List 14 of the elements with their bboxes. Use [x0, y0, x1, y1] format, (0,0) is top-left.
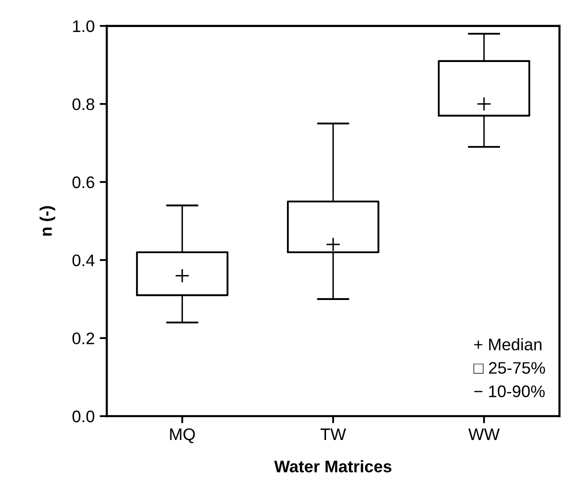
- x-tick-label: MQ: [170, 428, 195, 444]
- x-axis-title: Water Matrices: [274, 460, 392, 472]
- y-tick-label: 1.0: [73, 20, 94, 32]
- annotation: □ 25-75%: [474, 362, 546, 374]
- x-tick-label: TW: [320, 428, 346, 440]
- y-tick-label: 0.0: [72, 410, 94, 422]
- y-tick-label: 0.2: [72, 332, 94, 344]
- y-tick-label: 0.8: [72, 98, 94, 110]
- y-tick-label: 0.6: [72, 176, 94, 188]
- x-tick-label: WW: [468, 428, 500, 440]
- y-tick-label: 0.4: [72, 254, 94, 266]
- annotation: − 10-90%: [474, 385, 545, 398]
- annotation: + Median: [474, 338, 542, 350]
- y-axis-title: n (-): [40, 206, 56, 236]
